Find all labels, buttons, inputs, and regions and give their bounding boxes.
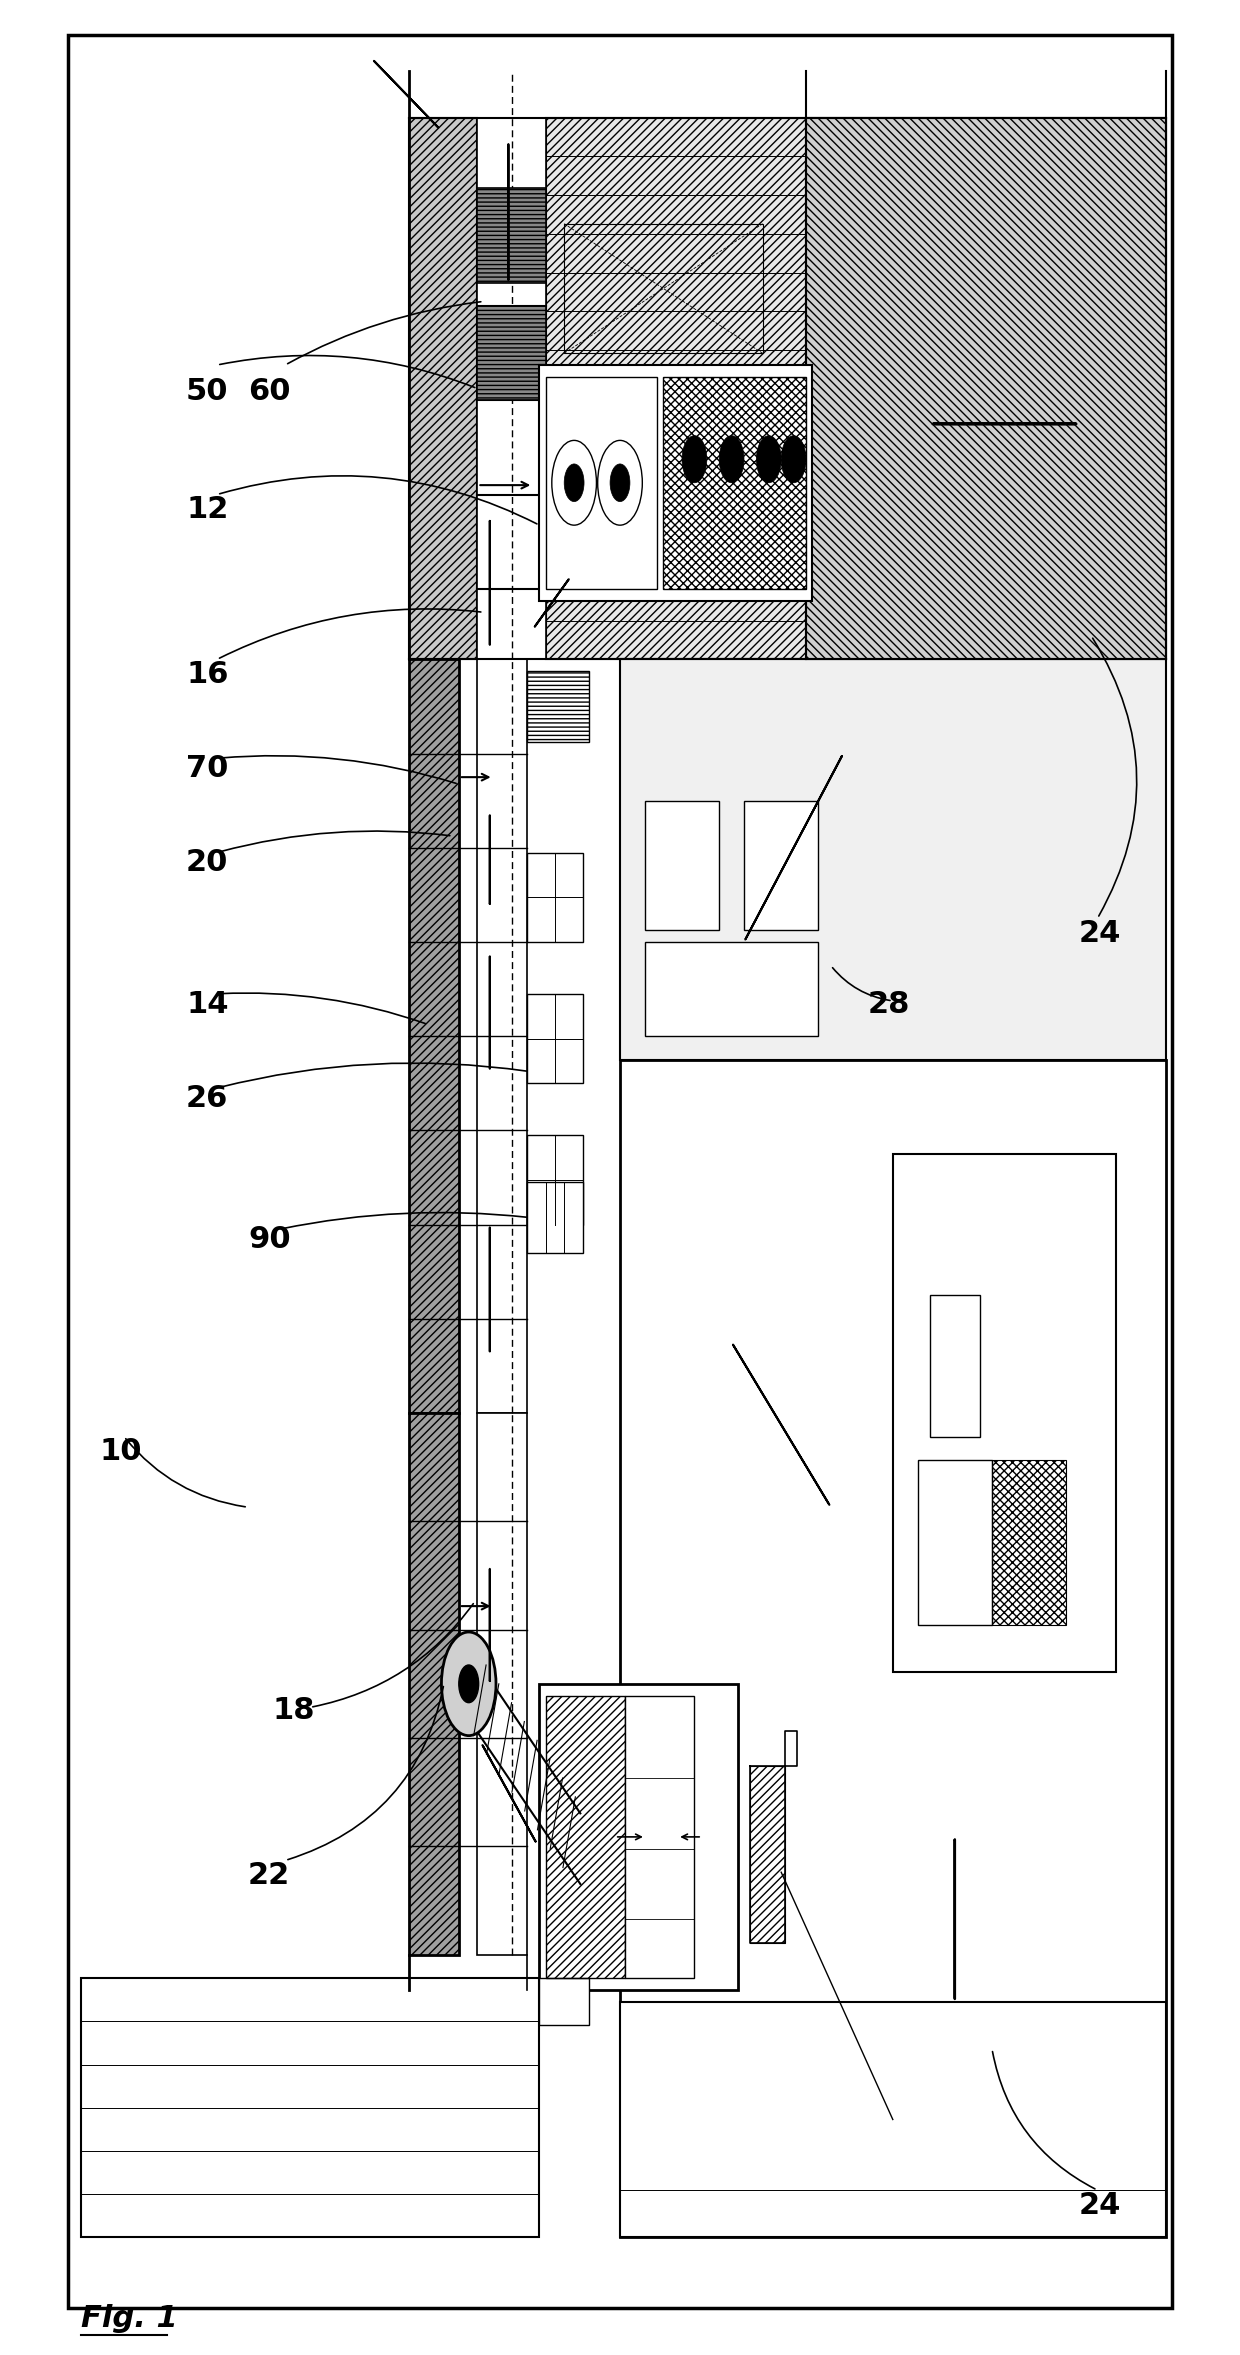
Text: 90: 90	[248, 1225, 290, 1255]
Circle shape	[682, 436, 707, 483]
Bar	[68, 35, 1172, 2308]
Bar	[893, 1154, 1116, 1672]
Bar	[645, 942, 818, 1036]
Bar	[81, 1978, 539, 2237]
Bar	[620, 1060, 1166, 2237]
Bar	[992, 1460, 1066, 1625]
Bar	[918, 1460, 992, 1625]
Circle shape	[441, 1632, 496, 1736]
Bar	[527, 1135, 583, 1225]
Bar	[806, 118, 1166, 659]
Bar	[625, 1696, 694, 1978]
Bar	[527, 1182, 583, 1253]
Circle shape	[756, 436, 781, 483]
Bar	[477, 118, 546, 659]
Text: Fig. 1: Fig. 1	[81, 2303, 177, 2334]
Bar	[546, 377, 657, 589]
Bar	[409, 659, 459, 1413]
Bar	[409, 1413, 459, 1955]
Text: 50: 50	[186, 377, 228, 407]
Bar	[477, 188, 546, 283]
Bar	[620, 659, 1166, 1060]
Bar	[744, 801, 818, 930]
Bar	[564, 224, 763, 353]
Bar	[930, 1295, 980, 1437]
Bar	[527, 853, 583, 942]
Circle shape	[598, 440, 642, 525]
Text: 60: 60	[248, 377, 290, 407]
Text: 18: 18	[273, 1696, 315, 1726]
Circle shape	[564, 464, 584, 502]
Bar	[527, 994, 583, 1083]
Bar	[539, 365, 812, 601]
Bar	[477, 659, 527, 1413]
Text: 20: 20	[186, 848, 228, 878]
Bar	[409, 118, 477, 659]
Text: 28: 28	[868, 989, 910, 1020]
Bar	[527, 671, 589, 742]
Bar	[663, 377, 806, 589]
Text: 70: 70	[186, 754, 228, 784]
Bar	[546, 1696, 625, 1978]
Circle shape	[610, 464, 630, 502]
Circle shape	[719, 436, 744, 483]
Text: 14: 14	[186, 989, 228, 1020]
Bar	[539, 1684, 738, 1990]
Bar	[477, 306, 546, 400]
Bar	[477, 1413, 527, 1955]
Bar	[539, 1978, 589, 2025]
Bar	[620, 2002, 1166, 2237]
Text: 26: 26	[186, 1083, 228, 1114]
Text: 24: 24	[1079, 2190, 1121, 2221]
Text: 12: 12	[186, 495, 228, 525]
Text: 24: 24	[1079, 918, 1121, 949]
Text: 22: 22	[248, 1860, 290, 1891]
Text: 16: 16	[186, 659, 228, 690]
Circle shape	[459, 1665, 479, 1703]
Bar	[645, 801, 719, 930]
Bar	[750, 1766, 785, 1943]
Text: 10: 10	[99, 1437, 141, 1467]
Bar	[546, 118, 1166, 659]
Circle shape	[552, 440, 596, 525]
Circle shape	[781, 436, 806, 483]
